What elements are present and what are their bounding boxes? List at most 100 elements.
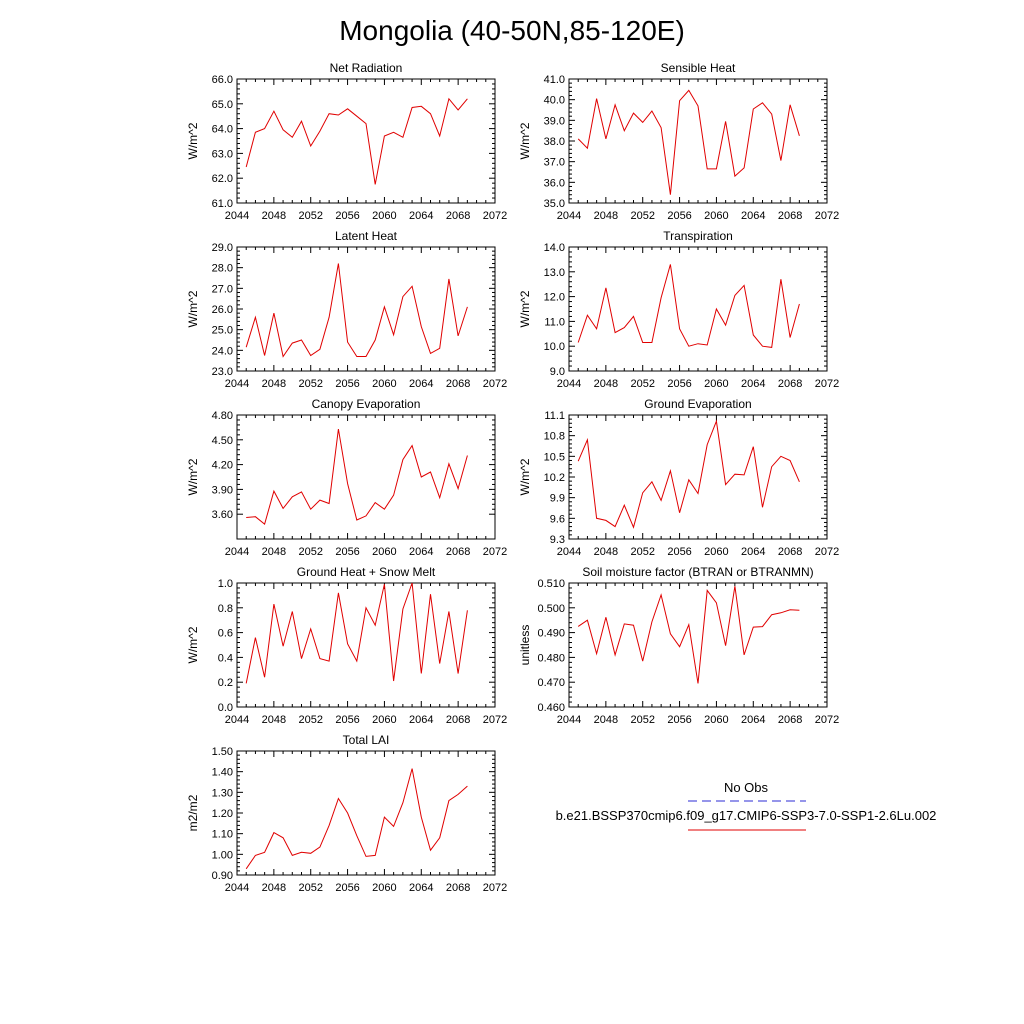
panel-title: Soil moisture factor (BTRAN or BTRANMN) xyxy=(582,565,813,579)
series-line xyxy=(245,97,468,185)
y-tick-label: 0.460 xyxy=(537,702,565,714)
y-tick-label: 9.6 xyxy=(550,513,565,525)
x-tick-label: 2052 xyxy=(298,546,322,558)
y-tick-label: 10.2 xyxy=(544,472,565,484)
x-tick-label: 2068 xyxy=(778,210,802,222)
y-tick-label: 39.0 xyxy=(544,115,565,127)
y-tick-label: 9.0 xyxy=(550,366,565,378)
y-tick-label: 65.0 xyxy=(212,99,233,111)
y-tick-label: 3.90 xyxy=(212,484,233,496)
y-tick-label: 0.6 xyxy=(218,628,233,640)
x-tick-label: 2044 xyxy=(225,378,249,390)
x-tick-label: 2052 xyxy=(298,714,322,726)
y-tick-label: 12.0 xyxy=(544,292,565,304)
y-tick-label: 1.00 xyxy=(212,849,233,861)
x-tick-label: 2048 xyxy=(262,210,286,222)
y-tick-label: 14.0 xyxy=(544,242,565,254)
x-tick-label: 2060 xyxy=(372,882,396,894)
y-tick-label: 37.0 xyxy=(544,157,565,169)
y-axis-label: W/m^2 xyxy=(186,122,200,159)
panel-transpiration: Transpiration W/m^2 2044 2048 2052 2056 2060 20… xyxy=(518,229,839,390)
x-tick-label: 2064 xyxy=(409,714,433,726)
x-tick-label: 2056 xyxy=(667,210,691,222)
x-tick-label: 2048 xyxy=(262,882,286,894)
y-tick-label: 0.490 xyxy=(537,628,565,640)
panel-title: Net Radiation xyxy=(330,61,403,75)
x-tick-label: 2052 xyxy=(630,378,654,390)
y-tick-label: 1.0 xyxy=(218,578,233,590)
x-tick-label: 2068 xyxy=(446,546,470,558)
x-tick-label: 2068 xyxy=(778,714,802,726)
x-tick-label: 2056 xyxy=(667,546,691,558)
y-tick-label: 1.40 xyxy=(212,767,233,779)
x-tick-label: 2060 xyxy=(372,378,396,390)
x-tick-label: 2072 xyxy=(483,210,507,222)
panel-ground-heat-snow-melt: Ground Heat + Snow Melt W/m^2 2044 2048 2052… xyxy=(186,565,507,726)
x-tick-label: 2052 xyxy=(630,210,654,222)
y-tick-label: 10.8 xyxy=(544,431,565,443)
panel-canopy-evaporation: Canopy Evaporation W/m^2 2044 2048 2052 2056 2… xyxy=(186,397,507,558)
x-tick-label: 2052 xyxy=(298,378,322,390)
x-tick-label: 2044 xyxy=(225,210,249,222)
y-tick-label: 41.0 xyxy=(544,74,565,86)
y-tick-label: 11.1 xyxy=(544,410,565,422)
y-tick-label: 0.2 xyxy=(218,677,233,689)
y-tick-label: 0.4 xyxy=(218,652,233,664)
x-tick-label: 2048 xyxy=(594,546,618,558)
x-tick-label: 2048 xyxy=(262,378,286,390)
x-tick-label: 2048 xyxy=(594,378,618,390)
x-tick-label: 2068 xyxy=(778,546,802,558)
legend-label-obs: No Obs xyxy=(724,780,769,795)
y-tick-label: 1.50 xyxy=(212,746,233,758)
y-tick-label: 26.0 xyxy=(212,304,233,316)
y-tick-label: 64.0 xyxy=(212,124,233,136)
series-line xyxy=(577,419,800,529)
y-tick-label: 0.510 xyxy=(537,578,565,590)
x-tick-label: 2064 xyxy=(741,714,765,726)
x-tick-label: 2048 xyxy=(262,546,286,558)
y-axis-label: W/m^2 xyxy=(186,626,200,663)
x-tick-label: 2048 xyxy=(262,714,286,726)
x-tick-label: 2060 xyxy=(372,714,396,726)
x-tick-label: 2060 xyxy=(372,210,396,222)
y-axis-label: W/m^2 xyxy=(186,290,200,327)
y-tick-label: 13.0 xyxy=(544,267,565,279)
panel-title: Ground Heat + Snow Melt xyxy=(297,565,436,579)
x-tick-label: 2064 xyxy=(741,210,765,222)
y-axis-label: W/m^2 xyxy=(186,458,200,495)
y-tick-label: 4.20 xyxy=(212,460,233,472)
x-tick-label: 2052 xyxy=(630,546,654,558)
x-tick-label: 2044 xyxy=(557,714,581,726)
figure-title: Mongolia (40-50N,85-120E) xyxy=(339,15,685,46)
y-tick-label: 1.30 xyxy=(212,787,233,799)
panel-latent-heat: Latent Heat W/m^2 2044 2048 2052 2056 2060 2064… xyxy=(186,229,507,390)
y-tick-label: 24.0 xyxy=(212,345,233,357)
series-line xyxy=(246,429,468,525)
x-tick-label: 2064 xyxy=(409,882,433,894)
y-tick-label: 0.480 xyxy=(537,652,565,664)
panel-soil-moisture-factor-btran-or-btranmn: Soil moisture factor (BTRAN or BTRANMN) u… xyxy=(518,565,839,726)
x-tick-label: 2044 xyxy=(225,882,249,894)
panel-title: Sensible Heat xyxy=(661,61,736,75)
x-tick-label: 2056 xyxy=(335,378,359,390)
y-tick-label: 62.0 xyxy=(212,173,233,185)
x-tick-label: 2072 xyxy=(483,882,507,894)
x-tick-label: 2072 xyxy=(815,546,839,558)
panel-total-lai: Total LAI m2/m2 2044 2048 2052 2056 2060 2064 20… xyxy=(186,733,507,894)
x-tick-label: 2056 xyxy=(335,714,359,726)
panel-title: Latent Heat xyxy=(335,229,398,243)
y-tick-label: 1.20 xyxy=(212,808,233,820)
series-line xyxy=(577,264,800,348)
y-tick-label: 0.0 xyxy=(218,702,233,714)
x-tick-label: 2060 xyxy=(704,210,728,222)
x-tick-label: 2072 xyxy=(483,378,507,390)
x-tick-label: 2056 xyxy=(335,210,359,222)
y-tick-label: 1.10 xyxy=(212,829,233,841)
panel-sensible-heat: Sensible Heat W/m^2 2044 2048 2052 2056 2060 20… xyxy=(518,61,839,222)
panel-net-radiation: Net Radiation W/m^2 2044 2048 2052 2056 2060 20… xyxy=(186,61,507,222)
x-tick-label: 2052 xyxy=(298,210,322,222)
x-tick-label: 2060 xyxy=(704,378,728,390)
y-tick-label: 3.60 xyxy=(212,509,233,521)
y-tick-label: 36.0 xyxy=(544,177,565,189)
